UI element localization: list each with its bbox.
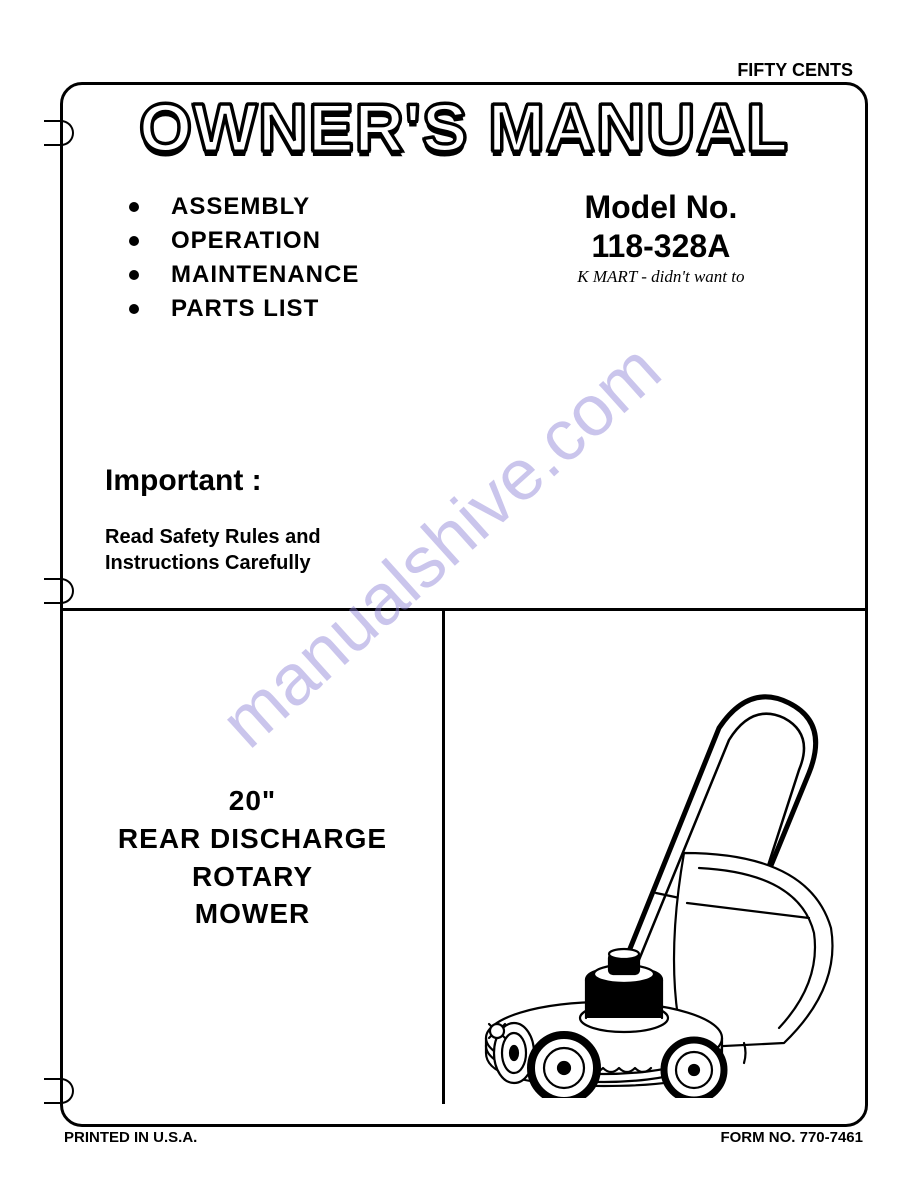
important-text: Read Safety Rules and Instructions Caref… — [105, 524, 865, 576]
manual-title: OWNER'S MANUAL — [63, 89, 865, 167]
lower-section: 20" REAR DISCHARGE ROTARY MOWER — [63, 608, 865, 1104]
bullet-parts-list: PARTS LIST — [123, 295, 493, 323]
product-name-panel: 20" REAR DISCHARGE ROTARY MOWER — [63, 611, 445, 1104]
model-block: Model No. 118-328A K MART - didn't want … — [493, 189, 829, 329]
important-line2: Instructions Carefully — [105, 552, 311, 574]
bullet-maintenance: MAINTENANCE — [123, 261, 493, 289]
product-size: 20" — [229, 782, 276, 820]
bullet-assembly: ASSEMBLY — [123, 193, 493, 221]
footer-printed: PRINTED IN U.S.A. — [64, 1129, 197, 1146]
upper-section: ASSEMBLY OPERATION MAINTENANCE PARTS LIS… — [63, 167, 865, 329]
manual-cover-page: FIFTY CENTS OWNER'S MANUAL ASSEMBLY OPER… — [0, 0, 918, 1188]
important-heading: Important : — [105, 464, 865, 498]
product-line3: MOWER — [195, 895, 310, 933]
product-line1: REAR DISCHARGE — [118, 820, 387, 858]
footer-form-no: FORM NO. 770-7461 — [720, 1129, 863, 1146]
bullet-operation: OPERATION — [123, 227, 493, 255]
important-block: Important : Read Safety Rules and Instru… — [63, 464, 865, 576]
main-frame: OWNER'S MANUAL ASSEMBLY OPERATION MAINTE… — [60, 82, 868, 1127]
product-line2: ROTARY — [192, 858, 313, 896]
price-label: FIFTY CENTS — [737, 60, 853, 81]
model-number: 118-328A — [493, 228, 829, 265]
important-line1: Read Safety Rules and — [105, 526, 321, 548]
model-label: Model No. — [493, 189, 829, 226]
mower-illustration — [459, 668, 859, 1098]
handwritten-note: K MART - didn't want to — [493, 267, 829, 287]
contents-list: ASSEMBLY OPERATION MAINTENANCE PARTS LIS… — [123, 193, 493, 329]
illustration-panel — [445, 611, 865, 1104]
